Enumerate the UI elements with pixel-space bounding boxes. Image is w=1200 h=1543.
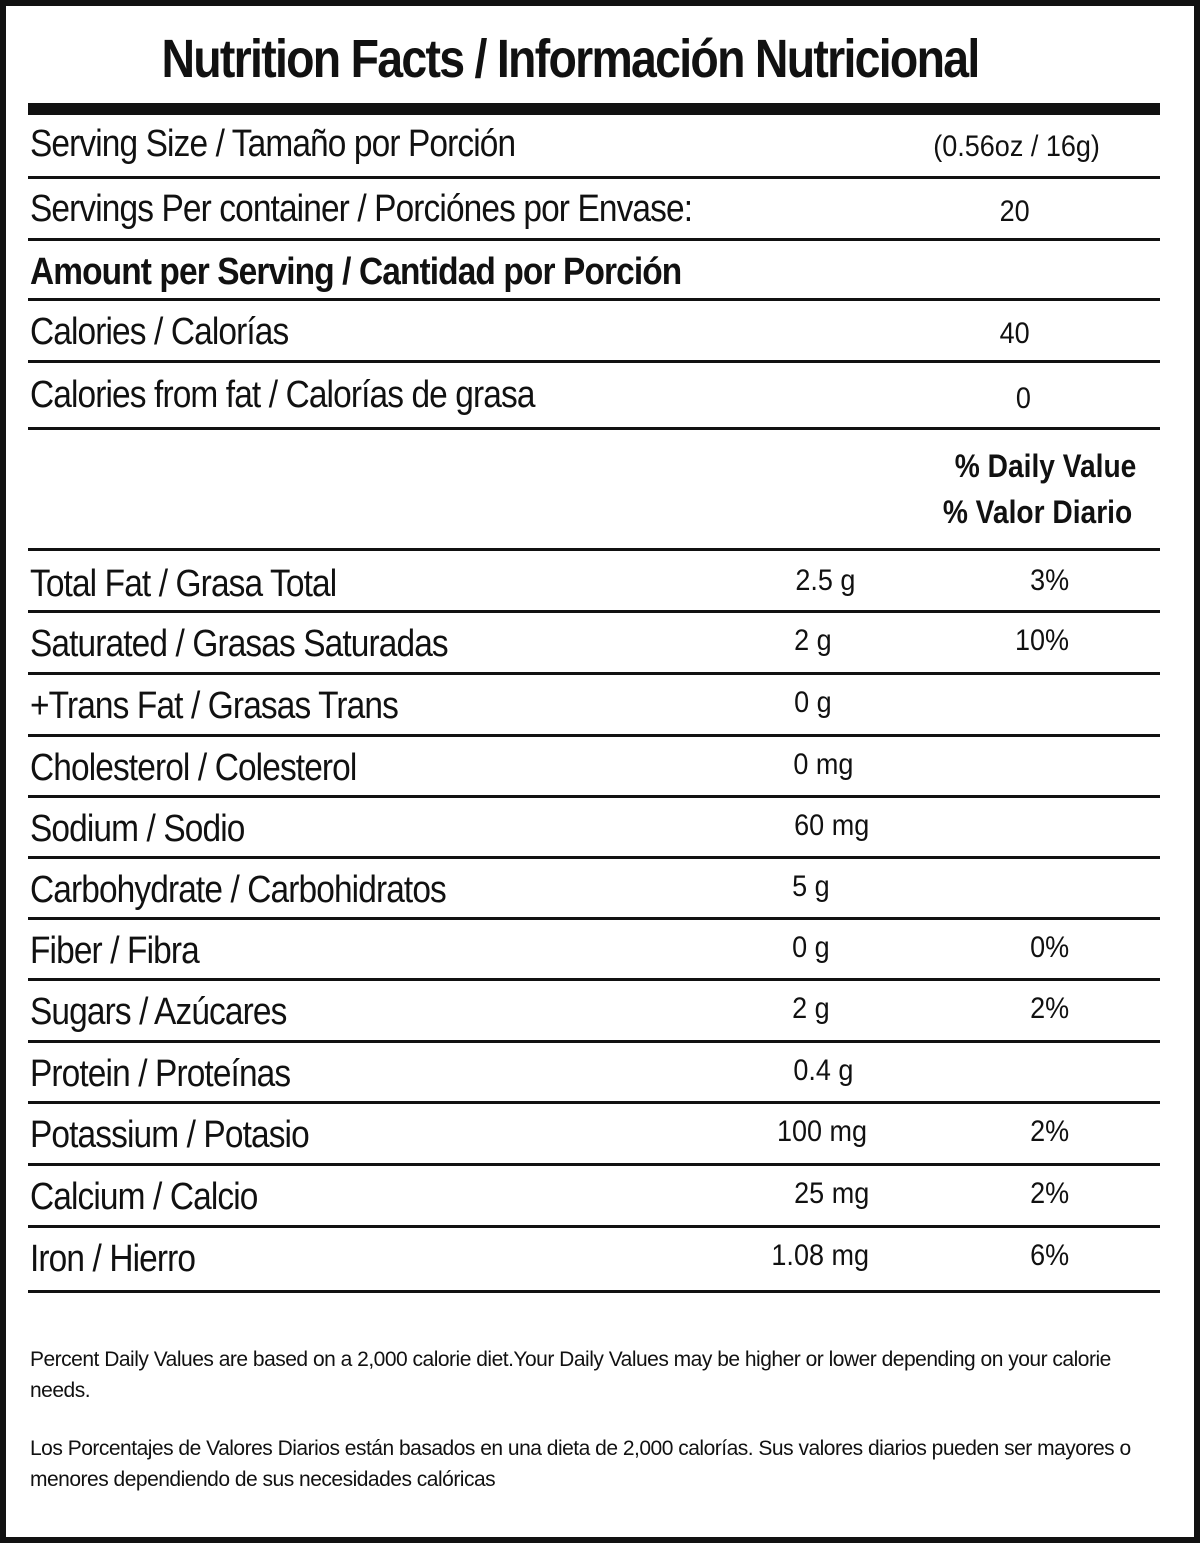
amount-per-serving-heading: Amount per Serving / Cantidad por Porció… <box>30 251 682 293</box>
nutrient-label: Saturated / Grasas Saturadas <box>30 623 449 665</box>
nutrient-daily-value: 0% <box>1030 931 1070 964</box>
divider <box>28 917 1160 920</box>
nutrient-label: +Trans Fat / Grasas Trans <box>30 685 399 727</box>
nutrient-daily-value: 6% <box>1030 1239 1070 1272</box>
thick-divider <box>28 103 1160 115</box>
daily-value-header-es: % Valor Diario <box>942 494 1132 530</box>
nutrient-label: Sugars / Azúcares <box>30 991 287 1033</box>
nutrient-amount: 2 g <box>792 992 830 1025</box>
servings-per-container-value: 20 <box>999 195 1030 228</box>
nutrient-amount: 60 mg <box>794 809 870 842</box>
nutrient-daily-value: 10% <box>1015 624 1070 657</box>
divider <box>28 298 1160 301</box>
nutrient-amount: 2 g <box>794 624 832 657</box>
nutrient-label: Protein / Proteínas <box>30 1053 291 1095</box>
page-title: Nutrition Facts / Información Nutriciona… <box>161 29 980 89</box>
divider <box>28 1290 1160 1293</box>
nutrient-daily-value: 2% <box>1030 992 1070 1025</box>
divider <box>28 734 1160 737</box>
footnote-spanish: Los Porcentajes de Valores Diarios están… <box>30 1437 1131 1491</box>
calories-value: 40 <box>999 317 1030 350</box>
divider <box>28 1225 1160 1228</box>
nutrient-label: Sodium / Sodio <box>30 808 245 850</box>
footnote-english: Percent Daily Values are based on a 2,00… <box>30 1348 1111 1402</box>
nutrient-label: Potassium / Potasio <box>30 1114 310 1156</box>
divider <box>28 548 1160 551</box>
divider <box>28 1040 1160 1043</box>
nutrient-label: Calcium / Calcio <box>30 1176 258 1218</box>
nutrient-label: Cholesterol / Colesterol <box>30 747 357 789</box>
divider <box>28 672 1160 675</box>
calories-label: Calories / Calorías <box>30 311 289 353</box>
nutrient-daily-value: 2% <box>1030 1177 1070 1210</box>
nutrient-label: Carbohydrate / Carbohidratos <box>30 869 447 911</box>
nutrient-daily-value: 3% <box>1030 564 1070 597</box>
divider <box>28 176 1160 179</box>
nutrient-label: Iron / Hierro <box>30 1238 196 1280</box>
divider <box>28 795 1160 798</box>
nutrient-amount: 2.5 g <box>795 564 856 597</box>
divider <box>28 1101 1160 1104</box>
calories-from-fat-value: 0 <box>1015 382 1031 415</box>
daily-value-header-en: % Daily Value <box>954 448 1136 484</box>
divider <box>28 427 1160 430</box>
serving-size-value: (0.56oz / 16g) <box>933 130 1100 163</box>
nutrient-amount: 0.4 g <box>793 1054 854 1087</box>
nutrient-amount: 0 g <box>792 931 830 964</box>
divider <box>28 610 1160 613</box>
nutrient-amount: 100 mg <box>777 1115 868 1148</box>
servings-per-container-label: Servings Per container / Porciónes por E… <box>30 188 693 230</box>
divider <box>28 360 1160 363</box>
divider <box>28 978 1160 981</box>
divider <box>28 856 1160 859</box>
nutrient-amount: 0 g <box>794 686 832 719</box>
calories-from-fat-label: Calories from fat / Calorías de grasa <box>30 374 535 416</box>
nutrient-daily-value: 2% <box>1030 1115 1070 1148</box>
nutrient-amount: 25 mg <box>794 1177 870 1210</box>
nutrient-amount: 5 g <box>792 870 830 903</box>
nutrient-amount: 1.08 mg <box>771 1239 869 1272</box>
divider <box>28 238 1160 241</box>
nutrient-amount: 0 mg <box>793 748 854 781</box>
nutrient-label: Total Fat / Grasa Total <box>30 563 337 605</box>
serving-size-label: Serving Size / Tamaño por Porción <box>30 123 516 165</box>
nutrient-label: Fiber / Fibra <box>30 930 200 972</box>
divider <box>28 1163 1160 1166</box>
